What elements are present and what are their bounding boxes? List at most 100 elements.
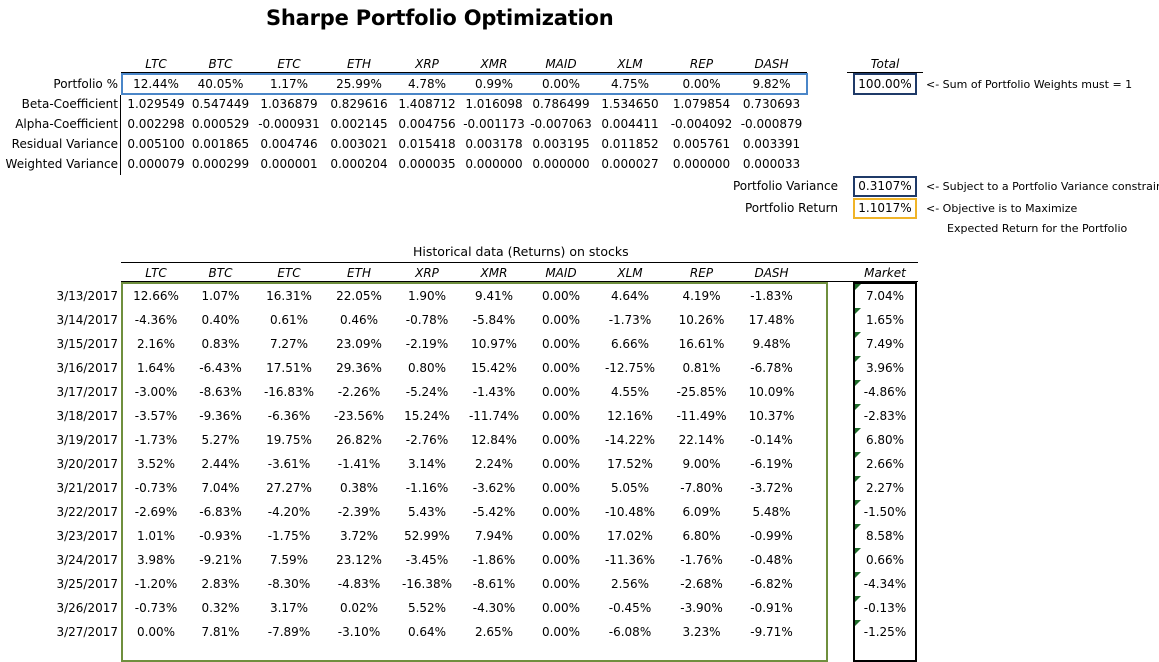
history-cell[interactable]: -2.19%	[405, 337, 449, 351]
metric-cell[interactable]: 0.00%	[541, 77, 581, 91]
metric-cell[interactable]: 12.44%	[133, 77, 179, 91]
history-cell[interactable]: 19.75%	[266, 433, 312, 447]
history-cell[interactable]: -8.63%	[199, 385, 242, 399]
history-cell[interactable]: 1.64%	[136, 361, 176, 375]
history-cell[interactable]: -1.41%	[337, 457, 381, 471]
metric-cell[interactable]: 1.016098	[465, 97, 523, 111]
history-cell[interactable]: -0.78%	[405, 313, 449, 327]
history-cell[interactable]: 52.99%	[404, 529, 450, 543]
history-cell[interactable]: 9.48%	[752, 337, 791, 351]
history-cell[interactable]: -3.72%	[750, 481, 793, 495]
history-cell[interactable]: 27.27%	[266, 481, 312, 495]
history-cell[interactable]: 3.72%	[339, 529, 379, 543]
metric-cell[interactable]: 0.000079	[127, 157, 185, 171]
history-cell[interactable]: 10.09%	[748, 385, 795, 399]
history-cell[interactable]: 5.43%	[407, 505, 447, 519]
history-cell[interactable]: -3.57%	[134, 409, 178, 423]
history-cell[interactable]: 5.27%	[201, 433, 240, 447]
history-cell[interactable]: -5.42%	[472, 505, 516, 519]
history-cell[interactable]: 10.37%	[748, 409, 795, 423]
history-cell[interactable]: 23.12%	[336, 553, 382, 567]
history-cell[interactable]: -8.30%	[267, 577, 311, 591]
market-cell[interactable]: -4.86%	[863, 385, 907, 399]
history-cell[interactable]: -16.83%	[263, 385, 315, 399]
metric-cell[interactable]: -0.000879	[740, 117, 803, 131]
history-cell[interactable]: 16.31%	[266, 289, 312, 303]
history-cell[interactable]: 15.42%	[471, 361, 517, 375]
history-cell[interactable]: 0.00%	[541, 577, 581, 591]
metric-cell[interactable]: 0.730693	[742, 97, 801, 111]
history-cell[interactable]: -3.00%	[134, 385, 178, 399]
market-cell[interactable]: 2.66%	[865, 457, 905, 471]
market-cell[interactable]: 2.27%	[865, 481, 905, 495]
history-cell[interactable]: 16.61%	[678, 337, 725, 351]
history-cell[interactable]: 0.00%	[541, 361, 581, 375]
history-cell[interactable]: 0.00%	[541, 337, 581, 351]
history-cell[interactable]: -0.14%	[750, 433, 793, 447]
metric-cell[interactable]: 0.004411	[601, 117, 659, 131]
history-cell[interactable]: -6.83%	[199, 505, 242, 519]
history-cell[interactable]: -1.83%	[750, 289, 793, 303]
market-cell[interactable]: 7.49%	[865, 337, 905, 351]
market-cell[interactable]: -4.34%	[863, 577, 907, 591]
metric-cell[interactable]: 1.534650	[601, 97, 659, 111]
history-cell[interactable]: -1.43%	[472, 385, 516, 399]
history-cell[interactable]: -3.62%	[472, 481, 516, 495]
history-cell[interactable]: -5.24%	[405, 385, 449, 399]
market-cell[interactable]: 7.04%	[865, 289, 905, 303]
history-cell[interactable]: -2.76%	[405, 433, 449, 447]
history-cell[interactable]: -6.78%	[750, 361, 793, 375]
history-cell[interactable]: 0.32%	[201, 601, 240, 615]
history-cell[interactable]: 5.52%	[407, 601, 447, 615]
market-cell[interactable]: -0.13%	[863, 601, 907, 615]
total-cell-box[interactable]	[853, 73, 917, 95]
history-cell[interactable]: 6.09%	[682, 505, 721, 519]
history-cell[interactable]: 2.16%	[136, 337, 176, 351]
metric-cell[interactable]: 0.003178	[465, 137, 523, 151]
history-cell[interactable]: -25.85%	[676, 385, 727, 399]
history-cell[interactable]: -0.45%	[608, 601, 652, 615]
metric-cell[interactable]: 0.829616	[330, 97, 388, 111]
history-cell[interactable]: -3.61%	[267, 457, 311, 471]
history-cell[interactable]: 22.05%	[336, 289, 382, 303]
history-cell[interactable]: 0.46%	[339, 313, 379, 327]
history-cell[interactable]: 4.64%	[610, 289, 650, 303]
history-cell[interactable]: -0.99%	[750, 529, 793, 543]
metric-cell[interactable]: -0.007063	[530, 117, 592, 131]
history-cell[interactable]: -8.61%	[472, 577, 516, 591]
history-cell[interactable]: 26.82%	[336, 433, 382, 447]
history-cell[interactable]: -0.48%	[750, 553, 793, 567]
metric-cell[interactable]: -0.000931	[258, 117, 320, 131]
history-cell[interactable]: -6.43%	[199, 361, 242, 375]
history-cell[interactable]: -16.38%	[401, 577, 453, 591]
history-cell[interactable]: 7.27%	[269, 337, 309, 351]
history-cell[interactable]: 2.56%	[610, 577, 650, 591]
metric-cell[interactable]: 0.011852	[601, 137, 659, 151]
metric-cell[interactable]: 0.001865	[191, 137, 250, 151]
metric-cell[interactable]: 0.004756	[398, 117, 456, 131]
history-cell[interactable]: 9.00%	[682, 457, 721, 471]
metric-cell[interactable]: 0.003195	[532, 137, 590, 151]
history-cell[interactable]: 2.44%	[201, 457, 240, 471]
metric-cell[interactable]: 1.036879	[260, 97, 318, 111]
history-cell[interactable]: 5.05%	[610, 481, 650, 495]
metric-cell[interactable]: -0.001173	[463, 117, 525, 131]
history-cell[interactable]: 7.94%	[474, 529, 514, 543]
metric-cell[interactable]: 0.000027	[601, 157, 659, 171]
history-cell[interactable]: 0.00%	[541, 313, 581, 327]
history-cell[interactable]: 3.14%	[407, 457, 447, 471]
history-cell[interactable]: -1.16%	[405, 481, 449, 495]
history-cell[interactable]: -4.36%	[134, 313, 178, 327]
history-cell[interactable]: 12.66%	[133, 289, 179, 303]
metric-cell[interactable]: 0.002145	[330, 117, 388, 131]
metric-cell[interactable]: -0.004092	[670, 117, 733, 131]
history-cell[interactable]: 0.00%	[541, 601, 581, 615]
history-cell[interactable]: -10.48%	[604, 505, 656, 519]
history-cell[interactable]: 7.59%	[269, 553, 309, 567]
metric-cell[interactable]: 0.000529	[191, 117, 250, 131]
history-cell[interactable]: 10.26%	[678, 313, 725, 327]
market-cell[interactable]: 3.96%	[865, 361, 905, 375]
history-cell[interactable]: -5.84%	[472, 313, 516, 327]
history-cell[interactable]: -3.45%	[405, 553, 449, 567]
history-cell[interactable]: 12.84%	[471, 433, 517, 447]
